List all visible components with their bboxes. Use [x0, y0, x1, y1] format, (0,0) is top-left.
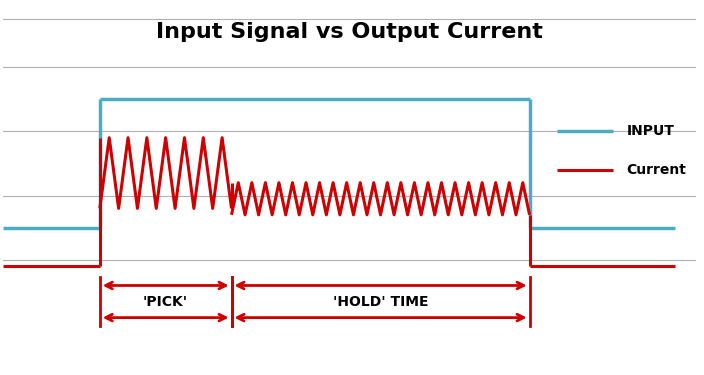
Text: Current: Current: [627, 163, 686, 177]
Text: 'PICK': 'PICK': [143, 294, 188, 309]
Text: INPUT: INPUT: [627, 124, 674, 138]
Text: Input Signal vs Output Current: Input Signal vs Output Current: [156, 22, 543, 42]
Text: 'HOLD' TIME: 'HOLD' TIME: [333, 294, 428, 309]
